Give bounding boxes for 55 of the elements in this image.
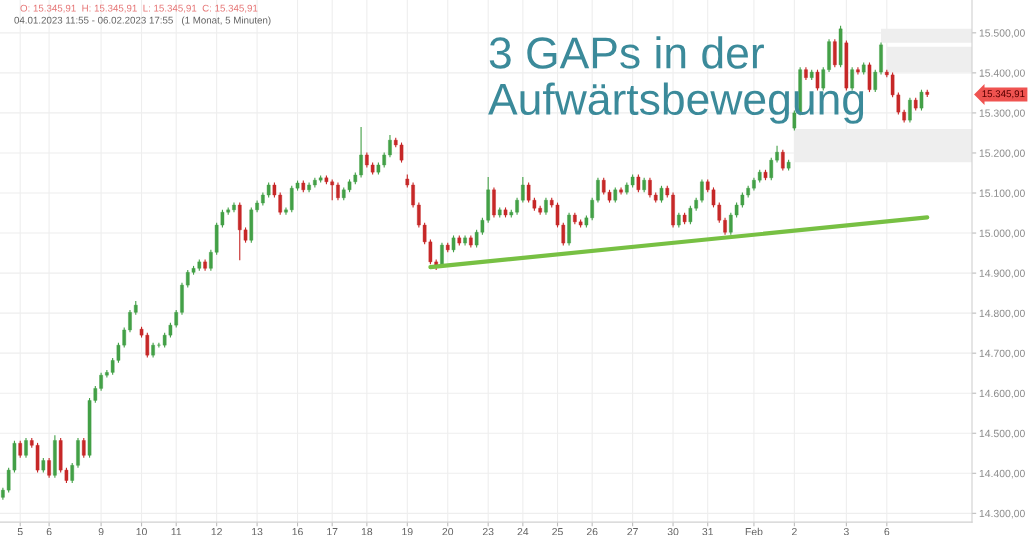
x-tick-label: 6 [884,527,890,535]
y-tick-label: 14.600,00 [979,389,1025,399]
candlestick [47,457,51,479]
candlestick [521,176,525,204]
y-tick-label: 14.900,00 [979,269,1025,279]
x-tick-label: 2 [792,527,797,535]
candlestick [81,437,86,459]
annotation: O: 15.345,91 H: 15.345,91 L: 15.345,91 C: 15.345,91 [20,4,258,13]
annotation: 04.01.2023 11:55 - 06.02.2023 17:55 (1 Monat, 5 Minuten) [14,16,271,26]
x-tick-label: 17 [327,528,338,535]
x-tick-label: 23 [482,527,494,535]
x-tick-label: 6 [46,527,52,535]
candlestick [596,177,600,204]
candlestick [873,69,878,93]
candlestick [388,134,392,158]
candlestick [24,437,28,459]
x-tick-label: 27 [627,527,638,535]
text: 15.345,91 [982,90,1025,99]
x-tick-label: 9 [98,527,104,535]
candlestick [700,178,704,204]
candlestick [284,206,288,216]
y-tick-label: 15.500,00 [979,29,1025,38]
candlestick [908,97,912,124]
candlestick [70,462,75,484]
candlestick [833,38,837,68]
x-tick-label: 18 [361,527,373,535]
x-tick-label: 19 [402,527,413,535]
y-tick-label: 15.000,00 [979,229,1025,239]
x-tick-label: 12 [211,527,222,535]
y-tick-label: 14.500,00 [979,429,1025,439]
x-tick-label: 31 [702,527,713,535]
candlestick [128,309,132,333]
x-tick-label: 3 [843,527,849,535]
candlestick [919,89,924,112]
y-tick-label: 15.300,00 [979,109,1025,119]
x-tick-label: 25 [552,527,563,535]
candlestick [781,149,785,172]
y-tick-label: 14.800,00 [979,309,1025,319]
x-tick-label: 10 [136,527,147,535]
y-tick-label: 15.400,00 [979,69,1025,78]
x-tick-label: Feb [745,527,763,535]
x-tick-label: 26 [586,527,598,535]
x-tick-label: 5 [17,528,23,535]
y-tick-label: 14.400,00 [979,469,1025,479]
x-tick-label: 13 [252,527,263,535]
y-tick-label: 14.700,00 [979,349,1025,359]
candlestick [619,186,623,196]
x-tick-label: 16 [292,527,303,535]
x-tick-label: 11 [171,528,182,535]
y-tick-label: 15.200,00 [979,149,1025,159]
x-tick-label: 20 [442,527,454,535]
y-tick-label: 14.300,00 [979,509,1025,519]
x-tick-label: 30 [667,527,679,535]
x-tick-label: 24 [517,527,529,535]
y-tick-label: 15.100,00 [979,189,1025,199]
